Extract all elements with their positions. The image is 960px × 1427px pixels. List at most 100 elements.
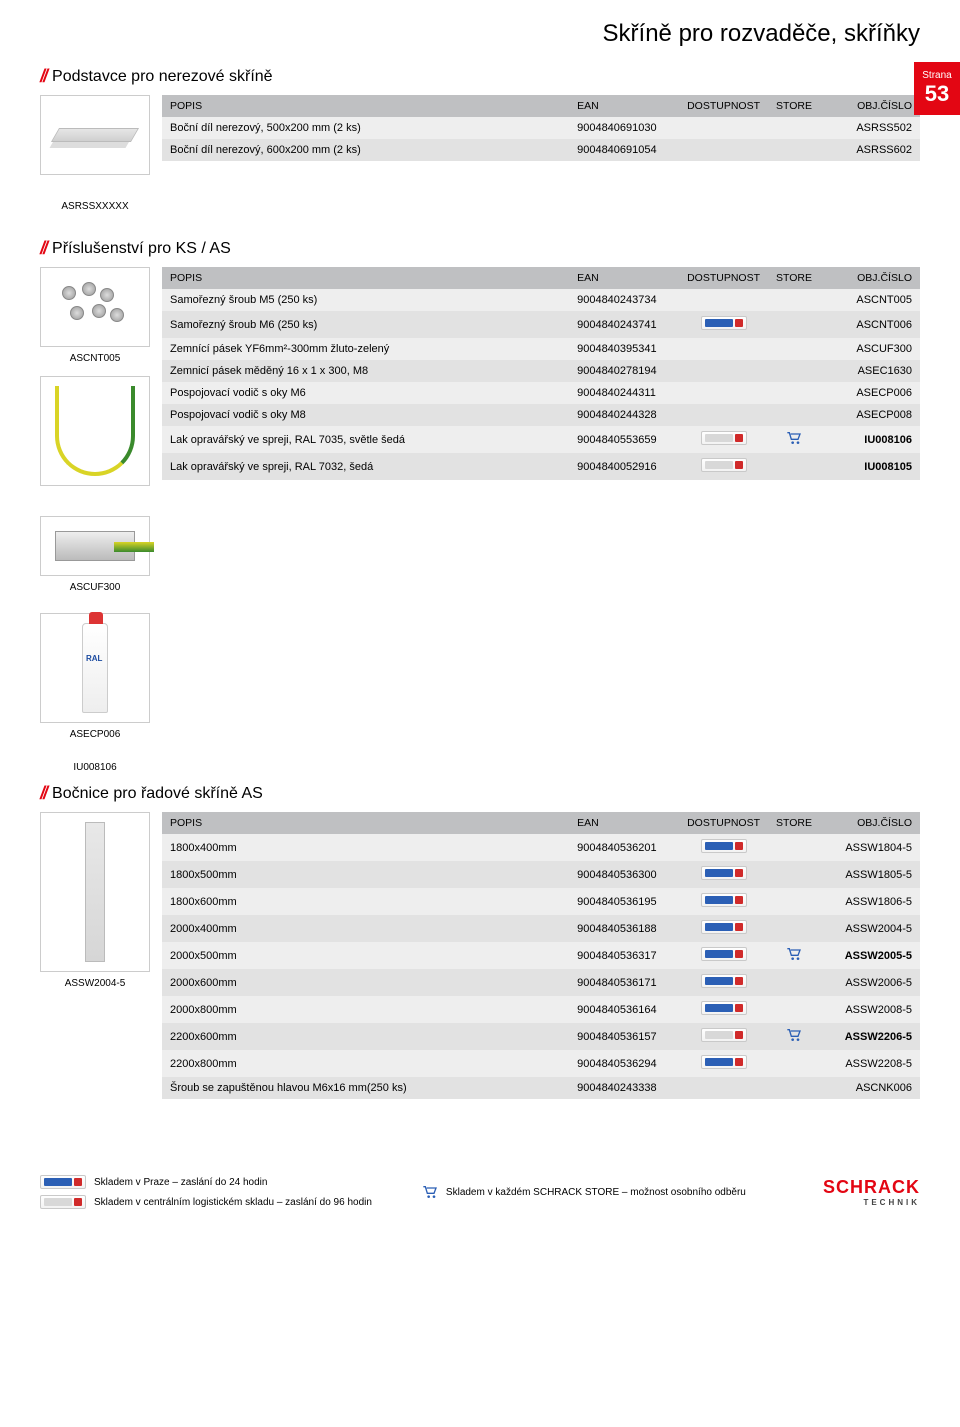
cart-icon — [786, 1028, 802, 1042]
cell-obj: ASCNK006 — [820, 1077, 920, 1099]
legend-item: Skladem v centrálním logistickém skladu … — [40, 1195, 372, 1209]
cell-ean: 9004840536171 — [569, 969, 679, 996]
cell-store — [768, 969, 820, 996]
cell-popis: 2000x600mm — [162, 969, 569, 996]
cell-store — [768, 453, 820, 480]
cell-store — [768, 360, 820, 382]
legend-item: Skladem v Praze – zaslání do 24 hodin — [40, 1175, 372, 1189]
section-slash-icon: // — [40, 238, 46, 259]
cell-popis: Zemnící pásek YF6mm²-300mm žluto-zelený — [162, 338, 569, 360]
table-prislusenstvi: POPIS EAN DOSTUPNOST STORE OBJ.ČÍSLO Sam… — [162, 267, 920, 480]
page-title: Skříně pro rozvaděče, skříňky — [40, 20, 920, 48]
cell-obj: ASSW1806-5 — [820, 888, 920, 915]
page-number-badge: Strana 53 — [914, 62, 960, 115]
page-number: 53 — [914, 83, 960, 105]
bolt-art — [55, 531, 135, 561]
cell-ean: 9004840243338 — [569, 1077, 679, 1099]
col-dostupnost: DOSTUPNOST — [679, 267, 768, 289]
table-header-row: POPIS EAN DOSTUPNOST STORE OBJ.ČÍSLO — [162, 95, 920, 117]
col-dostupnost: DOSTUPNOST — [679, 812, 768, 834]
plate-art — [51, 128, 139, 142]
table-row: 2000x500mm9004840536317ASSW2005-5 — [162, 942, 920, 969]
product-image — [40, 376, 150, 486]
cell-store — [768, 139, 820, 161]
product-image — [40, 95, 150, 175]
cell-dostupnost — [679, 453, 768, 480]
cell-ean: 9004840278194 — [569, 360, 679, 382]
section-header-podstavce: // Podstavce pro nerezové skříně — [40, 66, 920, 87]
cell-popis: Boční díl nerezový, 600x200 mm (2 ks) — [162, 139, 569, 161]
cell-obj: ASCUF300 — [820, 338, 920, 360]
cart-icon — [786, 947, 802, 961]
cell-ean: 9004840536317 — [569, 942, 679, 969]
thumb-label: ASSW2004-5 — [65, 978, 126, 989]
cell-popis: Samořezný šroub M6 (250 ks) — [162, 311, 569, 338]
cell-ean: 9004840395341 — [569, 338, 679, 360]
legend-text: Skladem v centrálním logistickém skladu … — [94, 1197, 372, 1208]
cell-obj: ASECP008 — [820, 404, 920, 426]
cell-popis: Samořezný šroub M5 (250 ks) — [162, 289, 569, 311]
thumb-label: ASRSSXXXXX — [61, 201, 128, 212]
col-store: STORE — [768, 812, 820, 834]
cell-obj: ASSW2005-5 — [820, 942, 920, 969]
table-row: 2200x600mm9004840536157ASSW2206-5 — [162, 1023, 920, 1050]
cell-dostupnost — [679, 117, 768, 139]
col-obj: OBJ.ČÍSLO — [820, 812, 920, 834]
cell-dostupnost — [679, 1023, 768, 1050]
cell-dostupnost — [679, 888, 768, 915]
cell-obj: ASCNT005 — [820, 289, 920, 311]
table-row: 1800x600mm9004840536195 ASSW1806-5 — [162, 888, 920, 915]
cell-ean: 9004840243741 — [569, 311, 679, 338]
logo-subtext: TECHNIK — [863, 1198, 920, 1207]
cell-ean: 9004840553659 — [569, 426, 679, 453]
col-store: STORE — [768, 95, 820, 117]
cell-dostupnost — [679, 834, 768, 861]
cell-dostupnost — [679, 139, 768, 161]
cell-ean: 9004840691054 — [569, 139, 679, 161]
section-header-bocnice: // Bočnice pro řadové skříně AS — [40, 783, 920, 804]
cell-store — [768, 404, 820, 426]
legend-text: Skladem v Praze – zaslání do 24 hodin — [94, 1177, 267, 1188]
screws-art — [60, 282, 130, 332]
cell-dostupnost — [679, 338, 768, 360]
thumb-label: ASCUF300 — [70, 582, 121, 593]
cell-dostupnost — [679, 404, 768, 426]
cell-obj: ASRSS502 — [820, 117, 920, 139]
cell-ean: 9004840536201 — [569, 834, 679, 861]
cell-dostupnost — [679, 996, 768, 1023]
cell-ean: 9004840052916 — [569, 453, 679, 480]
product-thumb-column: ASCNT005 — [40, 267, 150, 490]
cell-ean: 9004840536300 — [569, 861, 679, 888]
table-row: 1800x400mm9004840536201ASSW1804-5 — [162, 834, 920, 861]
truck-blue-icon — [701, 947, 747, 961]
cell-obj: IU008105 — [820, 453, 920, 480]
cell-obj: ASRSS602 — [820, 139, 920, 161]
cell-popis: 1800x600mm — [162, 888, 569, 915]
cell-dostupnost — [679, 426, 768, 453]
cell-store — [768, 426, 820, 453]
legend-text: Skladem v každém SCHRACK STORE – možnost… — [446, 1187, 746, 1198]
cell-store — [768, 861, 820, 888]
cell-store — [768, 1023, 820, 1050]
table-row: 2000x400mm9004840536188ASSW2004-5 — [162, 915, 920, 942]
cell-ean: 9004840536195 — [569, 888, 679, 915]
col-obj: OBJ.ČÍSLO — [820, 95, 920, 117]
cell-store — [768, 338, 820, 360]
cell-store — [768, 942, 820, 969]
product-thumb: ASECP006 — [40, 613, 150, 740]
panel-art — [85, 822, 105, 962]
cell-ean: 9004840243734 — [569, 289, 679, 311]
thumb-label: ASCNT005 — [70, 353, 121, 364]
table-row: 2000x600mm9004840536171ASSW2006-5 — [162, 969, 920, 996]
section-title: Podstavce pro nerezové skříně — [52, 68, 273, 86]
cell-popis: Šroub se zapuštěnou hlavou M6x16 mm(250 … — [162, 1077, 569, 1099]
cell-popis: 2200x600mm — [162, 1023, 569, 1050]
cell-store — [768, 382, 820, 404]
table-header-row: POPIS EAN DOSTUPNOST STORE OBJ.ČÍSLO — [162, 812, 920, 834]
section-slash-icon: // — [40, 66, 46, 87]
col-ean: EAN — [569, 267, 679, 289]
product-thumb: ASSW2004-5 — [40, 812, 150, 1099]
table-row: Lak opravářský ve spreji, RAL 7032, šedá… — [162, 453, 920, 480]
cell-ean: 9004840536188 — [569, 915, 679, 942]
table-row: 2000x800mm9004840536164ASSW2008-5 — [162, 996, 920, 1023]
